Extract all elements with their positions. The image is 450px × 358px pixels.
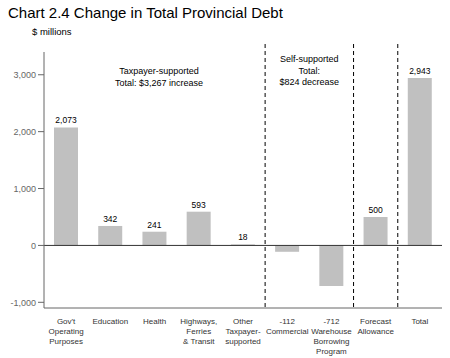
svg-text:241: 241 [147,220,161,230]
svg-text:Highways,Ferries& Transit: Highways,Ferries& Transit [180,317,217,346]
svg-text:-712WarehouseBorrowingProgram: -712WarehouseBorrowingProgram [311,317,352,356]
svg-text:3,000: 3,000 [13,70,36,80]
html-text:Self-supported Total: $824 dec: Self-supported Total: $824 decrease [279,54,340,88]
svg-text:18: 18 [238,232,248,242]
svg-text:1,000: 1,000 [13,184,36,194]
svg-text:Health: Health [143,317,166,326]
html-text:$ millions: $ millions [32,26,72,37]
svg-text:-1,000: -1,000 [10,298,36,308]
svg-text:342: 342 [103,214,117,224]
svg-text:500: 500 [368,205,382,215]
svg-text:Total: Total [411,317,428,326]
svg-text:593: 593 [192,200,206,210]
svg-text:ForecastAllowance: ForecastAllowance [357,317,394,336]
html-text:Taxpayer-supported Total: $3,2: Taxpayer-supported Total: $3,267 increas… [114,66,203,88]
svg-text:2,943: 2,943 [409,66,431,76]
svg-text:Gov'tOperatingPurposes: Gov'tOperatingPurposes [49,317,84,346]
svg-text:-112Commercial: -112Commercial [266,317,309,336]
svg-text:OtherTaxpayer-supported: OtherTaxpayer-supported [225,317,261,346]
svg-text:Education: Education [93,317,129,326]
svg-text:2,073: 2,073 [55,115,77,125]
svg-text:0: 0 [31,241,36,251]
svg-text:2,000: 2,000 [13,127,36,137]
html-text:Chart 2.4 Change in Total Prov: Chart 2.4 Change in Total Provincial Deb… [8,4,283,21]
